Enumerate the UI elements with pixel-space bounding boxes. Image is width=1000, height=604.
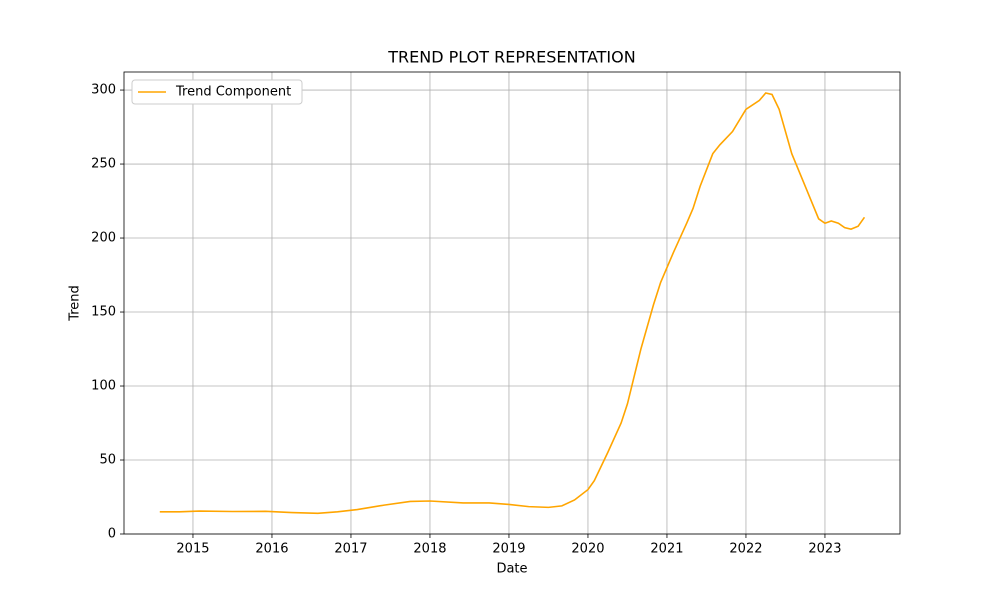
y-tick-label: 250: [91, 157, 116, 172]
y-tick-label: 100: [91, 379, 116, 394]
y-tick-label: 300: [91, 83, 116, 98]
y-tick-label: 200: [91, 231, 116, 246]
trend-line: [159, 92, 866, 515]
x-axis-label: Date: [496, 562, 527, 577]
x-tick-label: 2022: [729, 542, 762, 557]
x-tick-label: 2018: [413, 542, 446, 557]
x-tick-label: 2021: [650, 542, 683, 557]
chart-title: TREND PLOT REPRESENTATION: [387, 48, 635, 67]
plot-frame: [123, 71, 901, 535]
y-tick-label: 0: [108, 527, 116, 542]
x-tick-label: 2023: [808, 542, 841, 557]
x-tick-label: 2015: [176, 542, 209, 557]
x-tick-label: 2016: [255, 542, 288, 557]
legend-label: Trend Component: [175, 85, 291, 100]
x-tick-label: 2020: [571, 542, 604, 557]
x-tick-label: 2017: [334, 542, 367, 557]
y-axis-label: Trend: [68, 285, 83, 322]
x-tick-label: 2019: [492, 542, 525, 557]
legend-box: [131, 79, 303, 105]
y-tick-label: 150: [91, 305, 116, 320]
y-tick-label: 50: [99, 453, 116, 468]
